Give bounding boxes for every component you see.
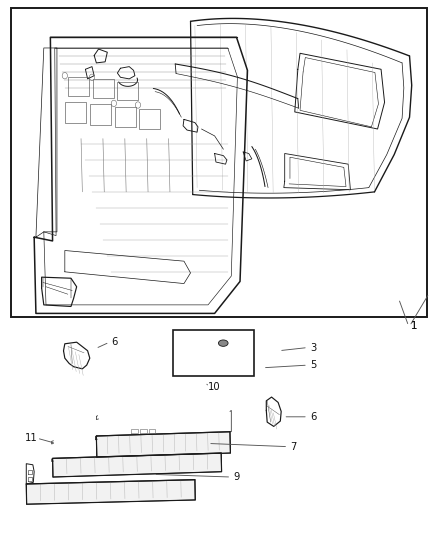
Text: 9: 9: [233, 472, 240, 482]
Bar: [90, 104, 111, 125]
Ellipse shape: [219, 340, 228, 346]
Bar: [65, 102, 86, 123]
Text: 1: 1: [411, 321, 417, 331]
Text: 3: 3: [310, 343, 316, 352]
Text: 10: 10: [208, 382, 221, 392]
Text: 1: 1: [411, 321, 417, 331]
Polygon shape: [53, 453, 222, 477]
Bar: [11, 8, 427, 317]
Bar: [68, 77, 89, 96]
Polygon shape: [26, 480, 195, 504]
Bar: [115, 107, 136, 127]
Bar: [173, 330, 254, 376]
Polygon shape: [96, 432, 230, 457]
Text: 5: 5: [310, 360, 316, 370]
Bar: [93, 79, 114, 98]
Text: 7: 7: [290, 442, 297, 451]
Bar: [117, 82, 138, 100]
Text: 6: 6: [112, 337, 118, 347]
Bar: [139, 109, 160, 129]
Text: 6: 6: [310, 412, 316, 422]
Text: 11: 11: [25, 433, 38, 443]
